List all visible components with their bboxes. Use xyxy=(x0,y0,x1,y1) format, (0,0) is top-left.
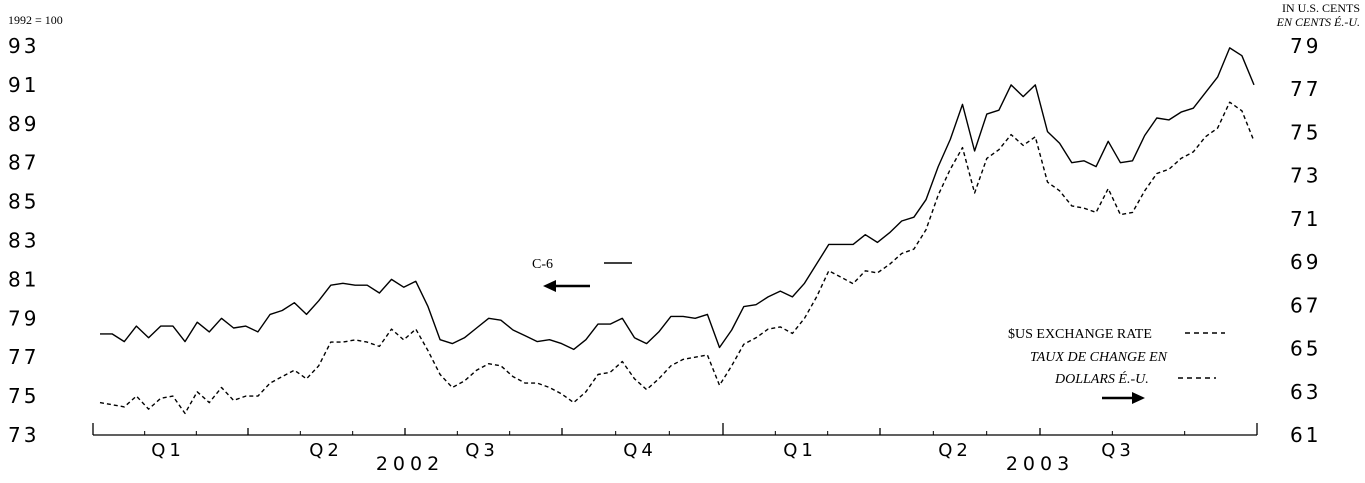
left-tick-label: 91 xyxy=(8,73,39,97)
series-layer xyxy=(99,47,1255,415)
left-tick-label: 79 xyxy=(8,306,39,330)
left-tick-label: 83 xyxy=(8,229,39,253)
right-arrow-icon xyxy=(1102,392,1145,404)
left-axis-label: 1992 = 100 xyxy=(8,13,63,27)
left-tick-label: 81 xyxy=(8,267,39,291)
quarter-label: Q3 xyxy=(465,440,499,461)
right-tick-label: 73 xyxy=(1290,164,1321,188)
right-tick-label: 65 xyxy=(1290,337,1321,361)
right-tick-label: 77 xyxy=(1290,77,1321,101)
left-tick-label: 75 xyxy=(8,384,39,408)
quarter-label: Q3 xyxy=(1101,440,1135,461)
quarter-label: Q2 xyxy=(938,440,972,461)
left-tick-label: 73 xyxy=(8,423,39,447)
right-axis-label-fr: EN CENTS É.-U. xyxy=(1276,15,1360,29)
quarter-label: Q1 xyxy=(783,440,817,461)
right-tick-label: 71 xyxy=(1290,207,1321,231)
right-tick-label: 75 xyxy=(1290,120,1321,144)
left-tick-label: 93 xyxy=(8,34,39,58)
right-tick-label: 61 xyxy=(1290,423,1321,447)
year-label-2003: 2003 xyxy=(1006,453,1074,475)
right-tick-labels: 79 77 75 73 71 69 67 65 63 61 xyxy=(1290,34,1321,447)
left-arrow-icon xyxy=(543,280,590,292)
right-tick-label: 79 xyxy=(1290,34,1321,58)
quarter-labels: Q1 Q2 Q3 Q4 Q1 Q2 Q3 xyxy=(151,440,1135,461)
right-axis-label-en: IN U.S. CENTS xyxy=(1282,1,1360,15)
left-tick-label: 77 xyxy=(8,345,39,369)
series-line-c6 xyxy=(100,47,1255,351)
series-line-exchange-rate xyxy=(99,101,1255,415)
x-tick-marks xyxy=(92,423,1258,435)
quarter-label: Q1 xyxy=(151,440,185,461)
right-tick-label: 63 xyxy=(1290,380,1321,404)
legend-c6-label: C-6 xyxy=(532,257,553,272)
left-tick-label: 87 xyxy=(8,151,39,175)
legend-fx-label-fr-2: DOLLARS É.-U. xyxy=(1054,370,1149,387)
quarter-label: Q2 xyxy=(309,440,343,461)
left-tick-label: 85 xyxy=(8,190,39,214)
legend-fx-label-fr-1: TAUX DE CHANGE EN xyxy=(1030,350,1168,365)
quarter-label: Q4 xyxy=(623,440,657,461)
left-tick-labels: 93 91 89 87 85 83 81 79 77 75 73 xyxy=(8,34,39,447)
legend-fx-label: $US EXCHANGE RATE xyxy=(1008,327,1152,342)
right-tick-label: 67 xyxy=(1290,293,1321,317)
right-tick-label: 69 xyxy=(1290,250,1321,274)
year-label-2002: 2002 xyxy=(376,453,444,475)
left-tick-label: 89 xyxy=(8,112,39,136)
